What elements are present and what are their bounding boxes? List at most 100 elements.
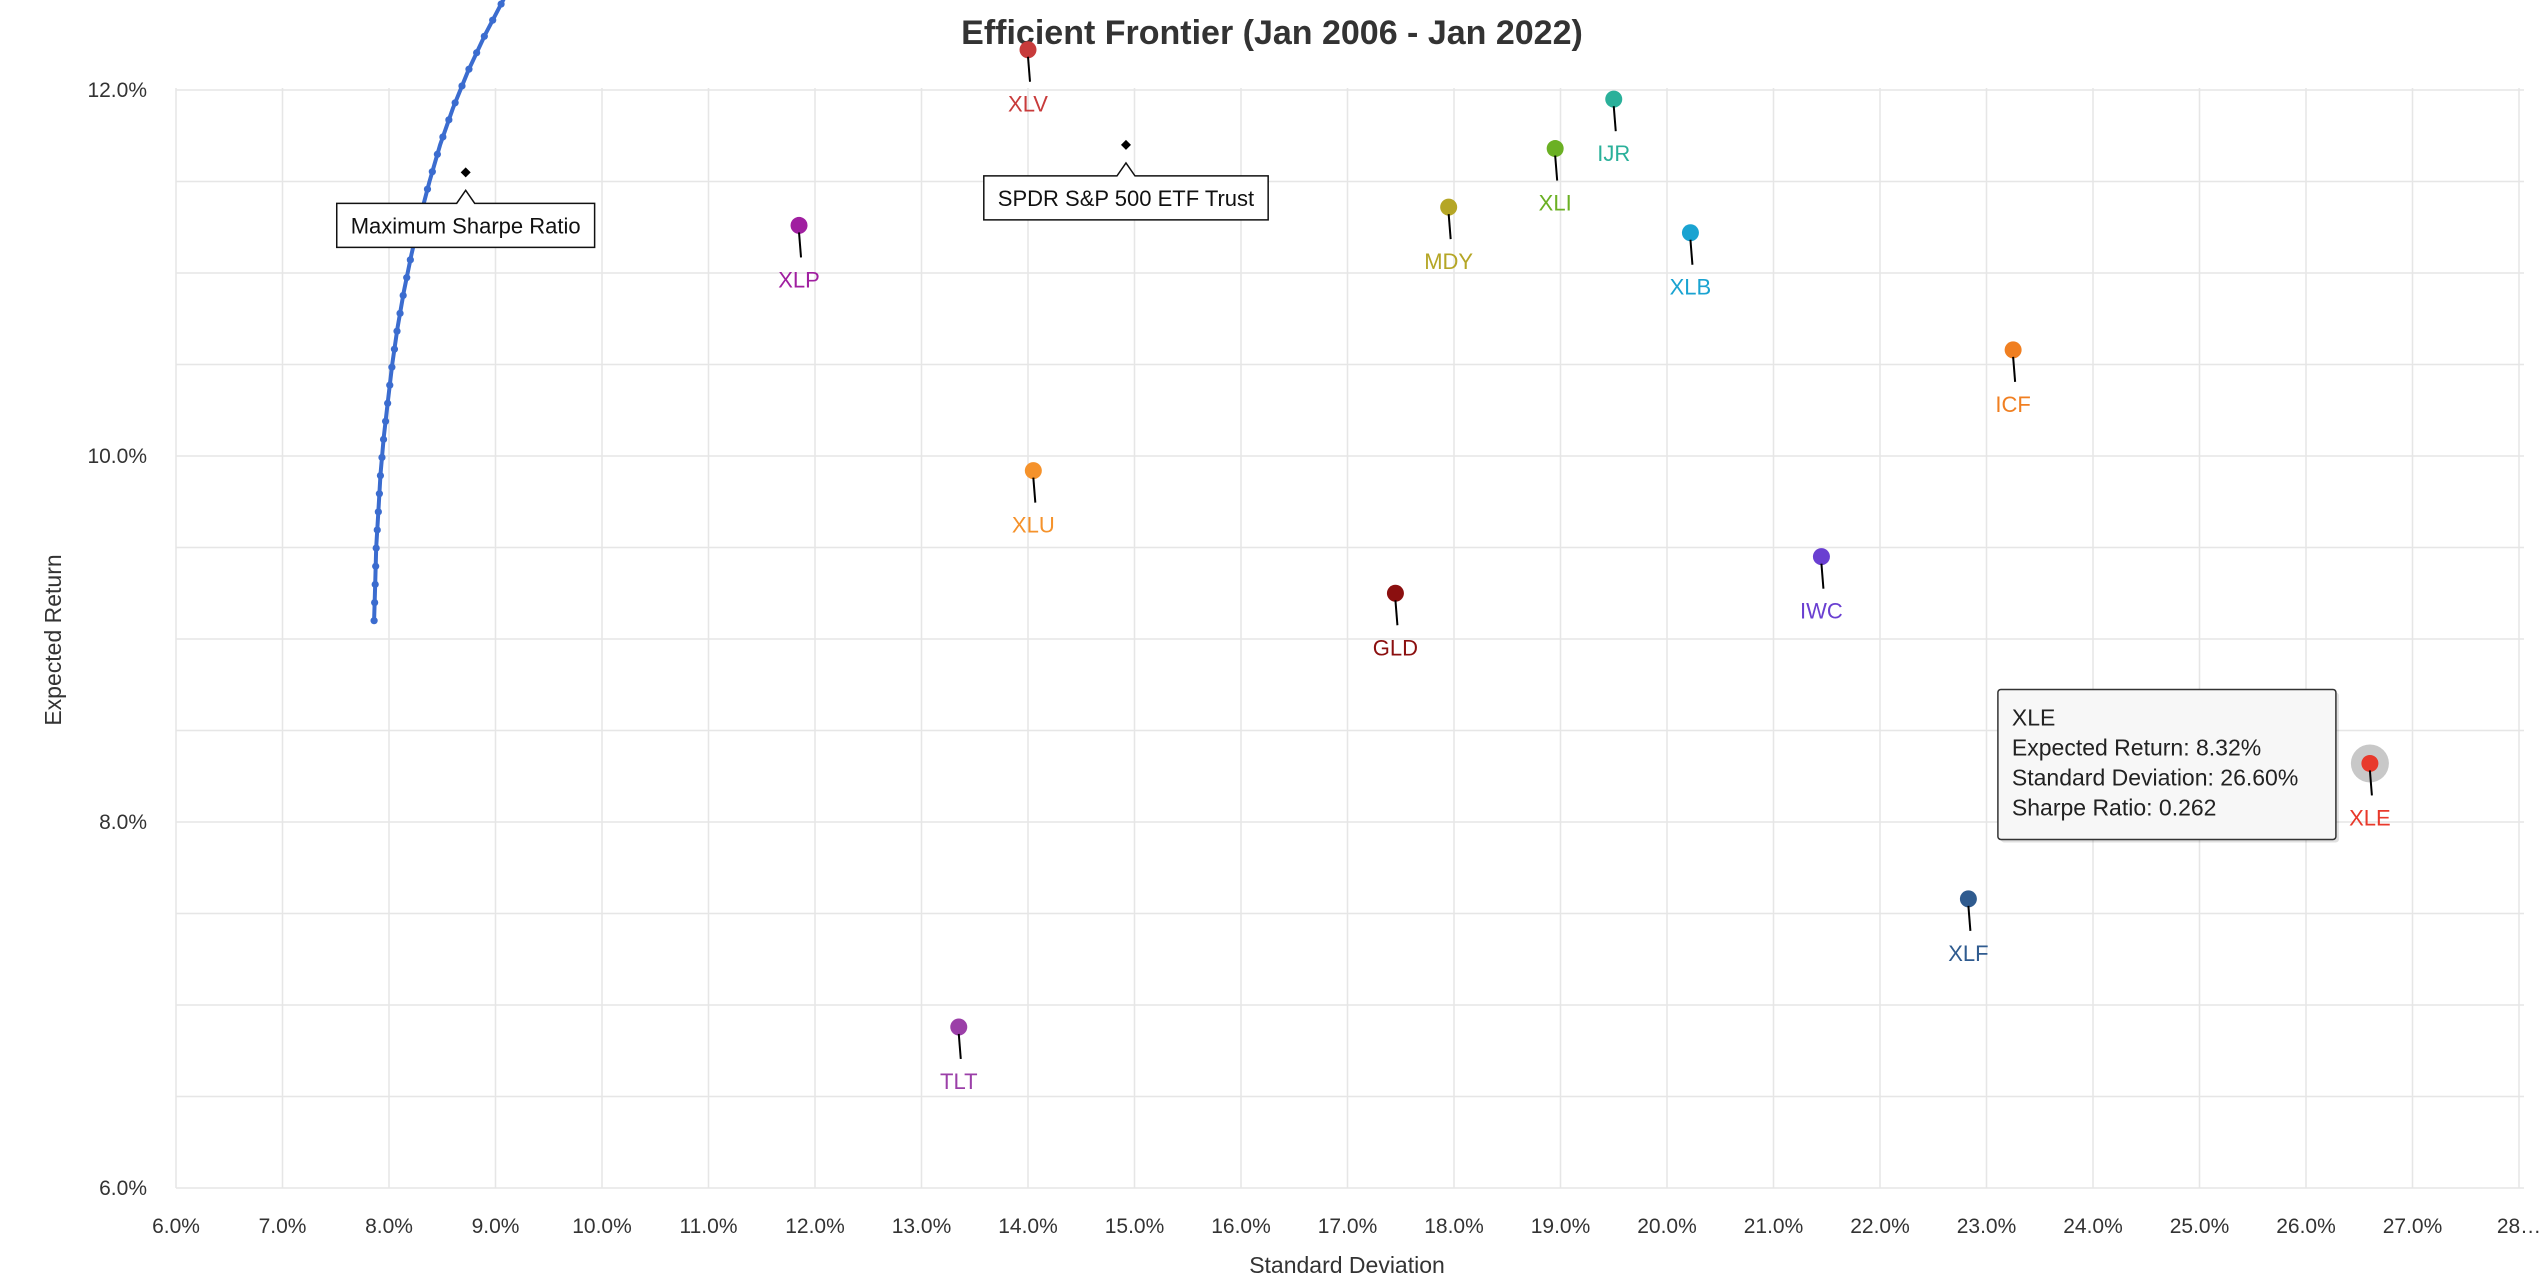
- label-leader: [1689, 239, 1694, 265]
- frontier-point: [465, 65, 473, 73]
- frontier-point: [473, 49, 481, 57]
- asset-point[interactable]: [1546, 140, 1564, 158]
- asset-label: GLD: [1373, 635, 1418, 660]
- x-tick-label: 17.0%: [1318, 1215, 1378, 1238]
- frontier-point: [373, 526, 381, 534]
- annotation-box: [335, 189, 596, 249]
- chart-title: Efficient Frontier (Jan 2006 - Jan 2022): [961, 14, 1583, 52]
- label-leader: [1027, 56, 1031, 82]
- y-tick-label: 10.0%: [87, 445, 147, 468]
- annotation-text: Maximum Sharpe Ratio: [351, 213, 581, 238]
- annotation-marker: [460, 167, 471, 178]
- asset-label: XLP: [778, 267, 820, 292]
- frontier-point: [379, 435, 388, 443]
- x-tick-label: 12.0%: [785, 1215, 845, 1238]
- grid: [175, 88, 2524, 1189]
- annotation-box: [983, 161, 1269, 221]
- frontier-point: [372, 544, 380, 552]
- asset-point[interactable]: [1024, 462, 1042, 480]
- frontier-point: [458, 82, 466, 90]
- frontier-point: [428, 168, 436, 176]
- label-leader: [1967, 905, 1972, 931]
- asset-label: XLB: [1670, 275, 1712, 300]
- label-leader: [2012, 356, 2017, 382]
- tooltip-line: Standard Deviation: 26.60%: [2012, 764, 2298, 790]
- label-leader: [1447, 214, 1452, 240]
- frontier-point: [376, 471, 385, 480]
- tooltip-line: Sharpe Ratio: 0.262: [2012, 794, 2217, 820]
- frontier-point: [374, 508, 382, 516]
- asset-label: XLI: [1539, 191, 1572, 216]
- label-leader: [1032, 477, 1037, 503]
- frontier-point: [399, 291, 407, 300]
- x-tick-label: 15.0%: [1105, 1215, 1165, 1238]
- y-axis-title: Expected Return: [40, 554, 66, 725]
- x-tick-label: 28…: [2497, 1215, 2541, 1238]
- asset-label: XLV: [1008, 92, 1048, 117]
- x-tick-label: 18.0%: [1424, 1215, 1484, 1238]
- annotations: Maximum Sharpe Ratio SPDR S&P 500 ETF Tru…: [335, 139, 1269, 249]
- x-tick-label: 26.0%: [2276, 1215, 2336, 1238]
- x-tick-label: 23.0%: [1957, 1215, 2017, 1238]
- frontier-point: [378, 453, 386, 462]
- asset-label: XLE: [2349, 805, 2391, 830]
- frontier-point: [403, 274, 411, 282]
- x-tick-label: 9.0%: [472, 1215, 520, 1238]
- frontier-point: [375, 490, 383, 498]
- frontier-point: [406, 256, 414, 264]
- x-tick-label: 14.0%: [998, 1215, 1058, 1238]
- tooltip-line: Expected Return: 8.32%: [2012, 734, 2261, 760]
- asset-point[interactable]: [1812, 548, 1830, 566]
- label-leader: [798, 232, 803, 258]
- frontier-point: [445, 116, 453, 124]
- x-tick-label: 19.0%: [1531, 1215, 1591, 1238]
- x-axis-title: Standard Deviation: [1249, 1252, 1445, 1278]
- frontier-point: [390, 345, 399, 353]
- y-tick-label: 12.0%: [87, 79, 147, 102]
- tooltip: XLE Expected Return: 8.32% Standard Deviat…: [1997, 688, 2339, 843]
- asset-point[interactable]: [1440, 198, 1458, 216]
- asset-point[interactable]: [1959, 890, 1977, 908]
- label-leader: [1394, 600, 1399, 626]
- frontier-point: [372, 562, 380, 570]
- x-tick-label: 20.0%: [1637, 1215, 1697, 1238]
- frontier-point: [386, 381, 394, 389]
- asset-point[interactable]: [1605, 90, 1623, 108]
- frontier-point: [423, 185, 432, 193]
- asset-point[interactable]: [1019, 41, 1037, 59]
- frontier-point: [370, 617, 378, 625]
- tooltip-box: [1997, 688, 2337, 841]
- frontier-point: [381, 417, 390, 425]
- asset-point[interactable]: [1681, 224, 1699, 242]
- asset-point[interactable]: [790, 216, 808, 234]
- frontier-series: [370, 0, 506, 625]
- frontier-point: [497, 0, 505, 8]
- asset-label: XLF: [1948, 941, 1988, 966]
- annotation-marker: [1120, 139, 1131, 150]
- asset-point[interactable]: [2361, 754, 2379, 772]
- x-tick-label: 6.0%: [152, 1215, 200, 1238]
- label-leader: [1820, 563, 1825, 589]
- label-leader: [957, 1033, 962, 1060]
- asset-label: MDY: [1424, 249, 1473, 274]
- frontier-point: [489, 16, 497, 24]
- asset-point[interactable]: [1386, 584, 1404, 602]
- x-tick-label: 27.0%: [2383, 1215, 2443, 1238]
- asset-points: QQQXLYXLVXLPMDYXLIIJRXLBICFXLUGLDIWCXLEX…: [778, 41, 2391, 1094]
- frontier-point: [371, 580, 379, 588]
- frontier-point: [388, 363, 396, 371]
- frontier-point: [393, 327, 401, 335]
- frontier-point: [451, 99, 459, 107]
- asset-point[interactable]: [2004, 341, 2022, 359]
- label-leader: [1612, 106, 1617, 132]
- x-tick-label: 13.0%: [892, 1215, 952, 1238]
- frontier-point: [384, 399, 392, 407]
- x-tick-label: 22.0%: [1850, 1215, 1910, 1238]
- asset-label: ICF: [1995, 392, 2030, 417]
- frontier-point: [433, 150, 441, 158]
- asset-label: XLU: [1012, 513, 1055, 538]
- x-tick-label: 7.0%: [259, 1215, 307, 1238]
- x-axis-ticks: 6.0% 7.0% 8.0% 9.0% 10.0% 11.0% 12.0% 13.0% 14.0…: [152, 1215, 2541, 1238]
- asset-point[interactable]: [950, 1018, 968, 1036]
